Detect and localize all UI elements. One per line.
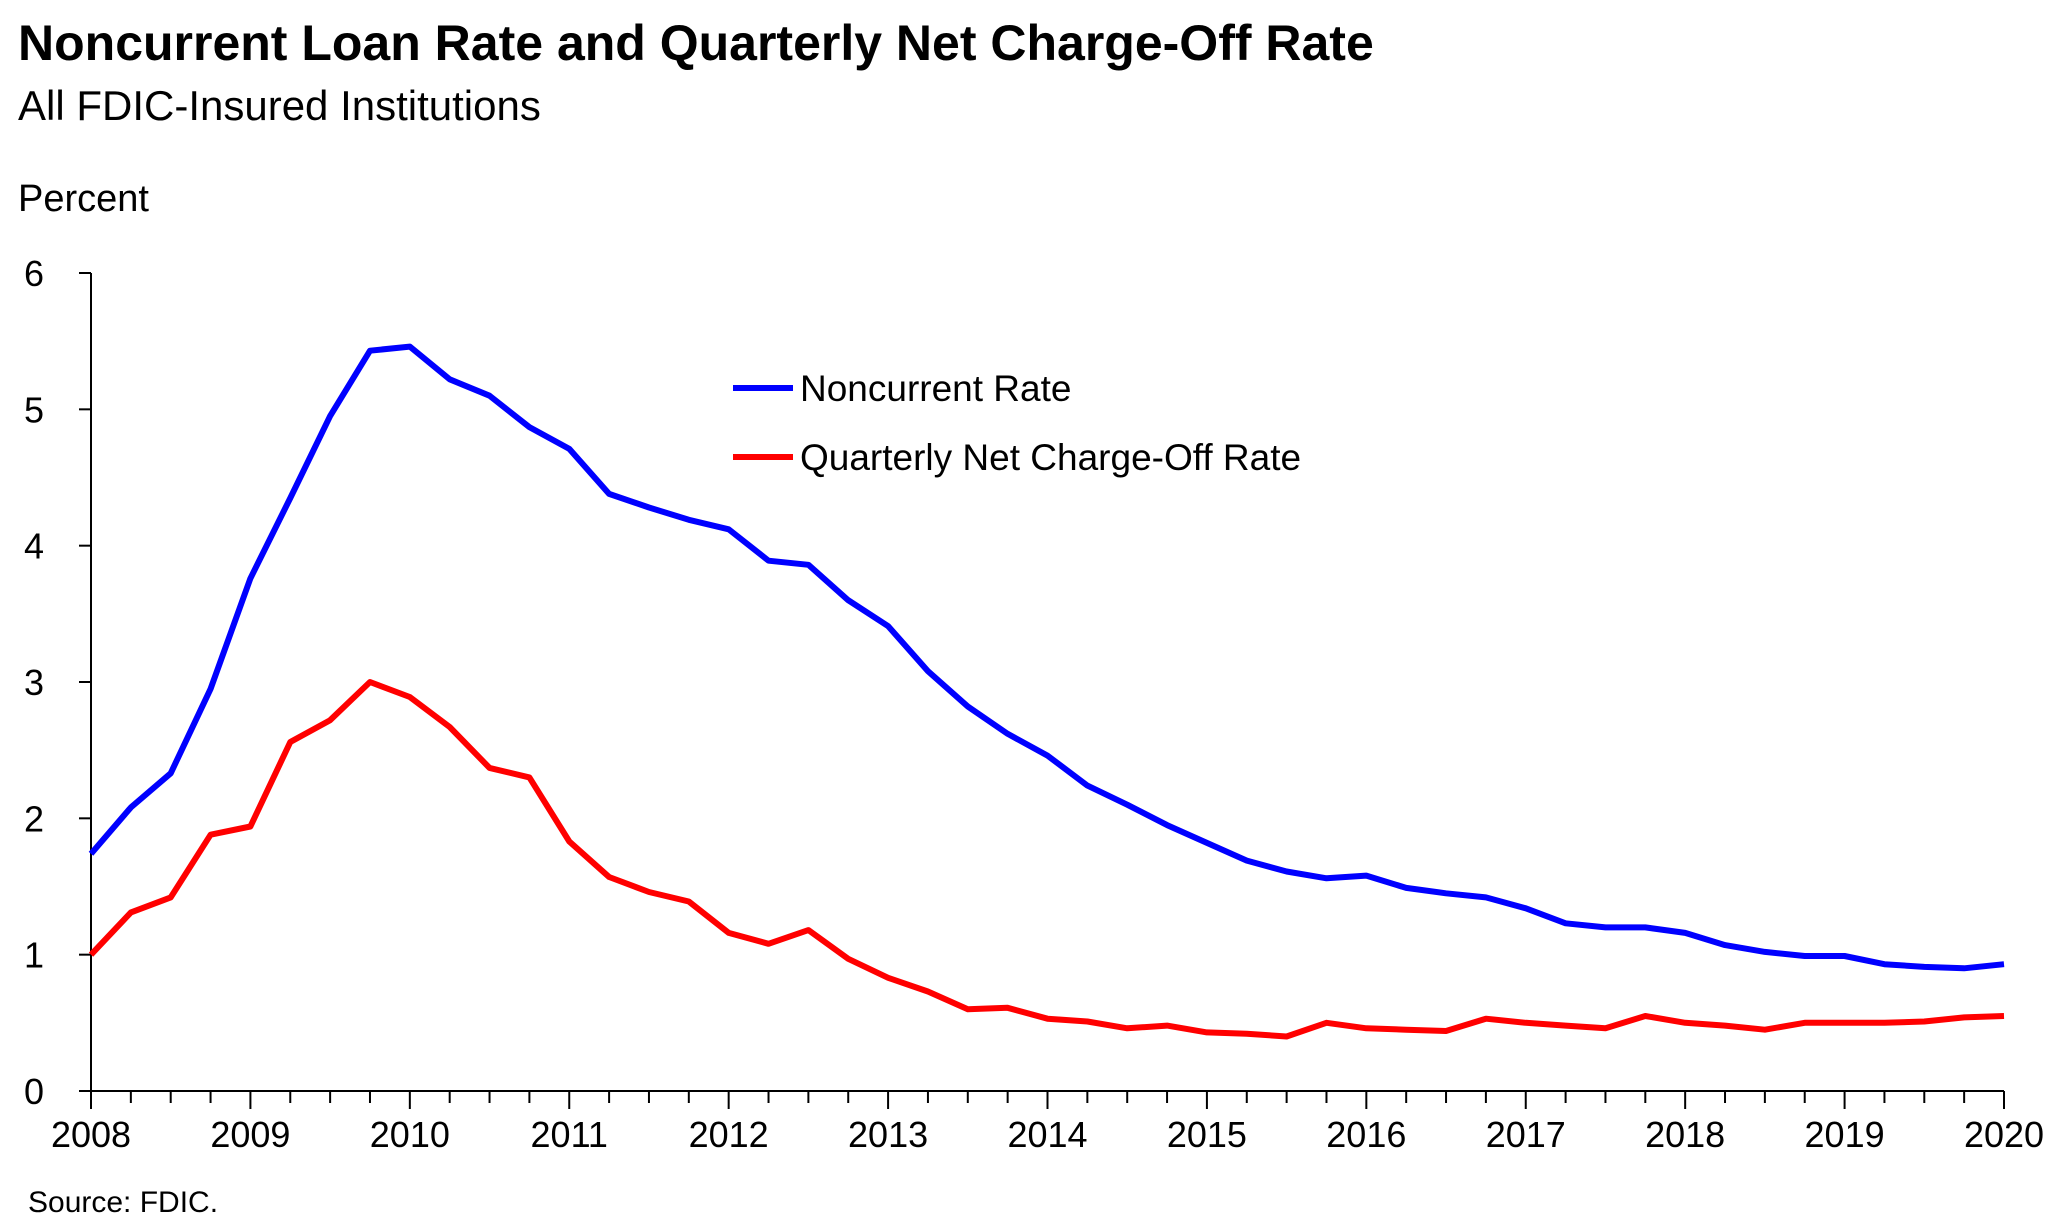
x-tick-label: 2014	[1007, 1114, 1087, 1155]
y-tick-label: 6	[24, 253, 44, 294]
legend-label: Noncurrent Rate	[800, 368, 1071, 409]
x-tick-label: 2015	[1167, 1114, 1247, 1155]
y-tick-label: 2	[24, 798, 44, 839]
y-tick-label: 3	[24, 662, 44, 703]
y-tick-label: 4	[24, 526, 44, 567]
series-line-charge-off-rate	[88, 679, 2005, 1040]
y-tick-label: 1	[24, 935, 44, 976]
x-tick-label: 2010	[370, 1114, 450, 1155]
x-tick-label: 2012	[689, 1114, 769, 1155]
series-layer	[88, 343, 2005, 1040]
legend: Noncurrent Rate Quarterly Net Charge-Off …	[733, 368, 1301, 478]
chart-title: Noncurrent Loan Rate and Quarterly Net C…	[18, 15, 1374, 71]
series-line-noncurrent-rate	[88, 343, 2005, 972]
x-tick-label: 2016	[1326, 1114, 1406, 1155]
legend-label: Quarterly Net Charge-Off Rate	[800, 437, 1301, 478]
x-tick-label: 2008	[51, 1114, 131, 1155]
axes: 0 1 2 3 4 5 6 2008 2009 2010 2011 2012 2013 2014 2015 2…	[24, 253, 2044, 1155]
y-tick-label: 5	[24, 389, 44, 430]
x-tick-label: 2018	[1645, 1114, 1725, 1155]
y-axis-label: Percent	[18, 178, 149, 220]
x-tick-label: 2019	[1805, 1114, 1885, 1155]
chart-subtitle: All FDIC-Insured Institutions	[18, 82, 541, 129]
y-tick-label: 0	[24, 1071, 44, 1112]
x-tick-label: 2020	[1964, 1114, 2044, 1155]
x-tick-label: 2011	[531, 1114, 608, 1155]
x-tick-label: 2009	[210, 1114, 290, 1155]
x-tick-label: 2013	[848, 1114, 928, 1155]
x-tick-label: 2017	[1486, 1114, 1566, 1155]
source-note: Source: FDIC.	[28, 1186, 219, 1219]
